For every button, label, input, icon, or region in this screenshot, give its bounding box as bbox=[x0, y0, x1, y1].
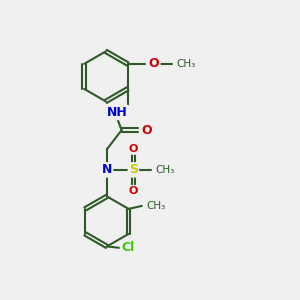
Text: NH: NH bbox=[107, 106, 128, 119]
Text: O: O bbox=[129, 186, 138, 196]
Text: S: S bbox=[129, 164, 138, 176]
Text: O: O bbox=[141, 124, 152, 136]
Text: N: N bbox=[102, 164, 112, 176]
Text: O: O bbox=[149, 57, 159, 70]
Text: CH₃: CH₃ bbox=[176, 59, 195, 69]
Text: CH₃: CH₃ bbox=[155, 165, 175, 175]
Text: Cl: Cl bbox=[121, 242, 134, 254]
Text: CH₃: CH₃ bbox=[146, 201, 166, 211]
Text: O: O bbox=[129, 144, 138, 154]
